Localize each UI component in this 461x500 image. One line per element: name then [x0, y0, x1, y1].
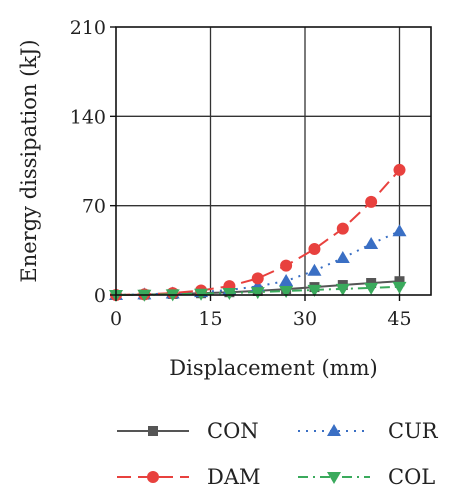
x-axis-label: Displacement (mm): [169, 356, 377, 380]
x-tick-label: 45: [387, 308, 411, 330]
series-col-point: [250, 287, 265, 300]
series-col-point: [279, 286, 294, 299]
legend-col-label: COL: [388, 465, 435, 489]
series-layer: [109, 163, 407, 302]
series-col-point: [364, 282, 379, 295]
y-tick-label: 0: [94, 285, 106, 307]
x-tick-label: 30: [293, 308, 317, 330]
series-dam-point: [280, 259, 293, 272]
plot-frame: [115, 26, 432, 296]
series-col-point: [307, 284, 322, 297]
series-cur-point: [392, 224, 407, 237]
legend: CON CUR DAM COL: [117, 419, 439, 489]
legend-item-col: COL: [298, 465, 435, 489]
series-dam-point: [336, 222, 349, 235]
y-tick-label: 140: [70, 106, 106, 128]
series-cur-point: [279, 273, 294, 286]
series-cur-point: [335, 250, 350, 263]
legend-dam-marker: [147, 471, 159, 483]
series-con-point: [394, 276, 405, 287]
series-col-point: [222, 287, 237, 300]
x-tick-label: 0: [110, 308, 122, 330]
y-axis-label: Energy dissipation (kJ): [17, 39, 41, 282]
series-col-point: [392, 281, 407, 294]
legend-con-marker: [148, 426, 158, 436]
x-tick-label: 15: [198, 308, 222, 330]
y-tick-label: 210: [70, 17, 106, 39]
legend-con-label: CON: [207, 419, 259, 443]
series-cur-point: [307, 263, 322, 276]
legend-cur-marker: [327, 424, 341, 436]
series-cur-point: [364, 236, 379, 249]
legend-cur-label: CUR: [388, 419, 439, 443]
series-dam-point: [251, 272, 264, 285]
series-col-point: [335, 283, 350, 296]
series-dam: [110, 163, 406, 301]
legend-col-marker: [327, 472, 341, 484]
tick-labels: 0 15 30 45 0 70 140 210: [70, 17, 412, 330]
legend-dam-label: DAM: [207, 465, 261, 489]
grid-lines: [116, 27, 431, 295]
legend-item-con: CON: [117, 419, 259, 443]
y-tick-label: 70: [82, 196, 106, 218]
series-dam-point: [393, 163, 406, 176]
series-dam-point: [365, 195, 378, 208]
legend-item-cur: CUR: [298, 419, 439, 443]
legend-item-dam: DAM: [117, 465, 261, 489]
series-dam-point: [308, 243, 321, 256]
